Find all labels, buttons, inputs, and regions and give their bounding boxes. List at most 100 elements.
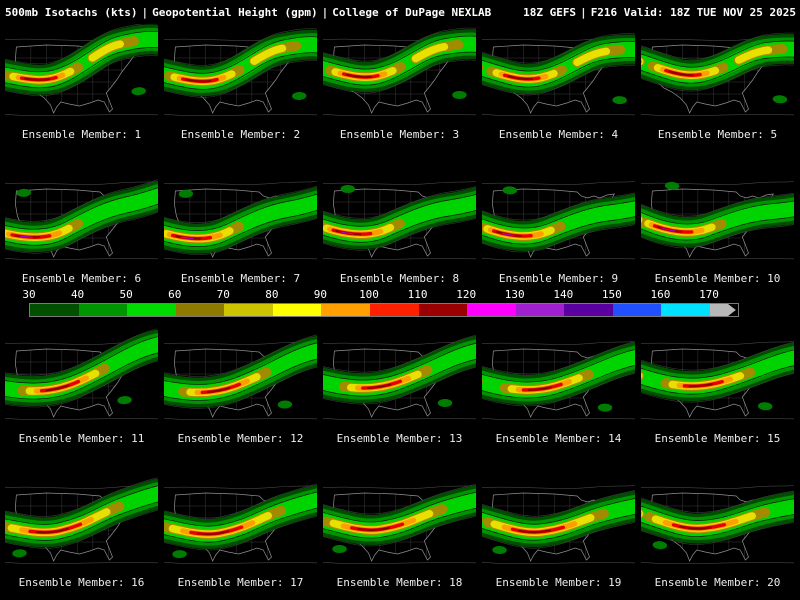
title-separator: | bbox=[321, 6, 329, 19]
color-scale-tick-label: 30 bbox=[22, 288, 36, 301]
isotach-height-map bbox=[482, 328, 635, 428]
color-scale-segment bbox=[127, 304, 176, 316]
ensemble-map-panel[interactable]: Ensemble Member: 15 bbox=[641, 328, 794, 446]
color-scale-frame bbox=[29, 303, 739, 317]
color-scale-tick-label: 80 bbox=[265, 288, 279, 301]
color-scale-tick-label: 50 bbox=[119, 288, 133, 301]
ensemble-member-label: Ensemble Member: 16 bbox=[18, 576, 145, 589]
ensemble-map-panel[interactable]: Ensemble Member: 4 bbox=[482, 24, 635, 142]
ensemble-map-panel[interactable]: Ensemble Member: 5 bbox=[641, 24, 794, 142]
color-scale-tick-label: 160 bbox=[650, 288, 671, 301]
color-scale-ticks: 30 40 50 60 70 80 90 100 110 120 130 140 150 160 170 bbox=[22, 288, 719, 301]
ensemble-member-label: Ensemble Member: 2 bbox=[180, 128, 301, 141]
ensemble-member-label: Ensemble Member: 11 bbox=[18, 432, 145, 445]
forecast-valid-label: F216 Valid: 18Z TUE NOV 25 2025 bbox=[590, 6, 796, 19]
color-scale-overflow-arrow bbox=[709, 304, 736, 316]
isotach-height-map bbox=[5, 168, 158, 268]
field-name-height: Geopotential Height (gpm) bbox=[152, 6, 318, 19]
ensemble-member-label: Ensemble Member: 12 bbox=[177, 432, 304, 445]
isotach-height-map bbox=[164, 168, 317, 268]
ensemble-member-label: Ensemble Member: 1 bbox=[21, 128, 142, 141]
color-scale-tick-label: 100 bbox=[359, 288, 379, 301]
color-scale-segment bbox=[78, 304, 128, 316]
isotach-height-map bbox=[5, 24, 158, 124]
ensemble-member-label: Ensemble Member: 18 bbox=[336, 576, 463, 589]
ensemble-member-label: Ensemble Member: 15 bbox=[654, 432, 781, 445]
isotach-height-map bbox=[323, 328, 476, 428]
ensemble-member-label: Ensemble Member: 10 bbox=[654, 272, 781, 285]
isotach-height-map bbox=[641, 328, 794, 428]
ensemble-map-panel[interactable]: Ensemble Member: 14 bbox=[482, 328, 635, 446]
ensemble-row-1: Ensemble Member: 1 Ensemble Member: 2 Ense… bbox=[5, 24, 795, 142]
color-scale-segment bbox=[564, 304, 613, 316]
isotach-height-map bbox=[323, 24, 476, 124]
ensemble-map-panel[interactable]: Ensemble Member: 8 bbox=[323, 168, 476, 286]
title-separator: | bbox=[141, 6, 149, 19]
color-scale-tick-label: 120 bbox=[456, 288, 477, 301]
isotach-height-map bbox=[482, 168, 635, 268]
isotach-height-map bbox=[323, 472, 476, 572]
field-name-isotachs: 500mb Isotachs (kts) bbox=[5, 6, 138, 19]
title-bar: 500mb Isotachs (kts) | Geopotential Height… bbox=[0, 0, 800, 24]
ensemble-map-panel[interactable]: Ensemble Member: 6 bbox=[5, 168, 158, 286]
ensemble-member-label: Ensemble Member: 4 bbox=[498, 128, 619, 141]
isotach-height-map bbox=[641, 168, 794, 268]
ensemble-member-label: Ensemble Member: 8 bbox=[339, 272, 460, 285]
color-scale-bar bbox=[30, 304, 738, 316]
ensemble-map-panel[interactable]: Ensemble Member: 20 bbox=[641, 472, 794, 590]
isotach-height-map bbox=[164, 24, 317, 124]
color-scale-tick-label: 40 bbox=[70, 288, 85, 301]
ensemble-map-panel[interactable]: Ensemble Member: 17 bbox=[164, 472, 317, 590]
isotach-height-map bbox=[641, 24, 794, 124]
ensemble-map-panel[interactable]: Ensemble Member: 13 bbox=[323, 328, 476, 446]
isotach-height-map bbox=[164, 472, 317, 572]
source-name: College of DuPage NEXLAB bbox=[332, 6, 492, 19]
ensemble-map-panel[interactable]: Ensemble Member: 11 bbox=[5, 328, 158, 446]
color-scale-segment bbox=[661, 304, 710, 316]
color-scale-segment bbox=[30, 304, 79, 316]
isotach-height-map bbox=[5, 472, 158, 572]
color-scale-segment bbox=[418, 304, 468, 316]
color-scale-segment bbox=[515, 304, 565, 316]
ensemble-row-4: Ensemble Member: 16 Ensemble Member: 17 En… bbox=[5, 472, 795, 590]
ensemble-member-label: Ensemble Member: 6 bbox=[21, 272, 142, 285]
ensemble-member-label: Ensemble Member: 20 bbox=[654, 576, 781, 589]
ensemble-member-label: Ensemble Member: 13 bbox=[336, 432, 463, 445]
model-run-label: 18Z GEFS bbox=[523, 6, 577, 19]
ensemble-member-label: Ensemble Member: 5 bbox=[657, 128, 778, 141]
ensemble-map-panel[interactable]: Ensemble Member: 16 bbox=[5, 472, 158, 590]
color-scale-tick-label: 140 bbox=[553, 288, 574, 301]
ensemble-member-label: Ensemble Member: 17 bbox=[177, 576, 304, 589]
color-scale-tick-label: 150 bbox=[601, 288, 622, 301]
isotach-height-map bbox=[5, 328, 158, 428]
product-title: 500mb Isotachs (kts) | Geopotential Height… bbox=[5, 6, 491, 19]
ensemble-map-panel[interactable]: Ensemble Member: 9 bbox=[482, 168, 635, 286]
color-scale-segment bbox=[612, 304, 662, 316]
color-scale-tick-label: 130 bbox=[504, 288, 525, 301]
ensemble-map-panel[interactable]: Ensemble Member: 1 bbox=[5, 24, 158, 142]
title-separator: | bbox=[580, 6, 587, 19]
color-scale-segment bbox=[272, 304, 322, 316]
ensemble-map-panel[interactable]: Ensemble Member: 18 bbox=[323, 472, 476, 590]
color-scale-segment bbox=[175, 304, 225, 316]
ensemble-map-panel[interactable]: Ensemble Member: 7 bbox=[164, 168, 317, 286]
color-scale-tick-label: 170 bbox=[699, 288, 719, 301]
ensemble-map-panel[interactable]: Ensemble Member: 19 bbox=[482, 472, 635, 590]
ensemble-row-2: Ensemble Member: 6 Ensemble Member: 7 Ense… bbox=[5, 168, 795, 286]
ensemble-member-label: Ensemble Member: 19 bbox=[495, 576, 622, 589]
isotach-height-map bbox=[482, 24, 635, 124]
ensemble-member-label: Ensemble Member: 3 bbox=[339, 128, 460, 141]
color-scale-tick-label: 90 bbox=[313, 288, 328, 301]
isotach-height-map bbox=[323, 168, 476, 268]
color-scale-tick-label: 70 bbox=[216, 288, 230, 301]
ensemble-member-label: Ensemble Member: 7 bbox=[180, 272, 301, 285]
color-scale-segment bbox=[467, 304, 516, 316]
isotach-color-scale: 30 40 50 60 70 80 90 100 110 120 130 140 150 160 170 bbox=[22, 288, 741, 320]
isotach-height-map bbox=[482, 472, 635, 572]
color-scale-tick-label: 110 bbox=[407, 288, 428, 301]
ensemble-map-panel[interactable]: Ensemble Member: 3 bbox=[323, 24, 476, 142]
ensemble-map-panel[interactable]: Ensemble Member: 12 bbox=[164, 328, 317, 446]
ensemble-map-panel[interactable]: Ensemble Member: 10 bbox=[641, 168, 794, 286]
ensemble-map-panel[interactable]: Ensemble Member: 2 bbox=[164, 24, 317, 142]
isotach-height-map bbox=[641, 472, 794, 572]
